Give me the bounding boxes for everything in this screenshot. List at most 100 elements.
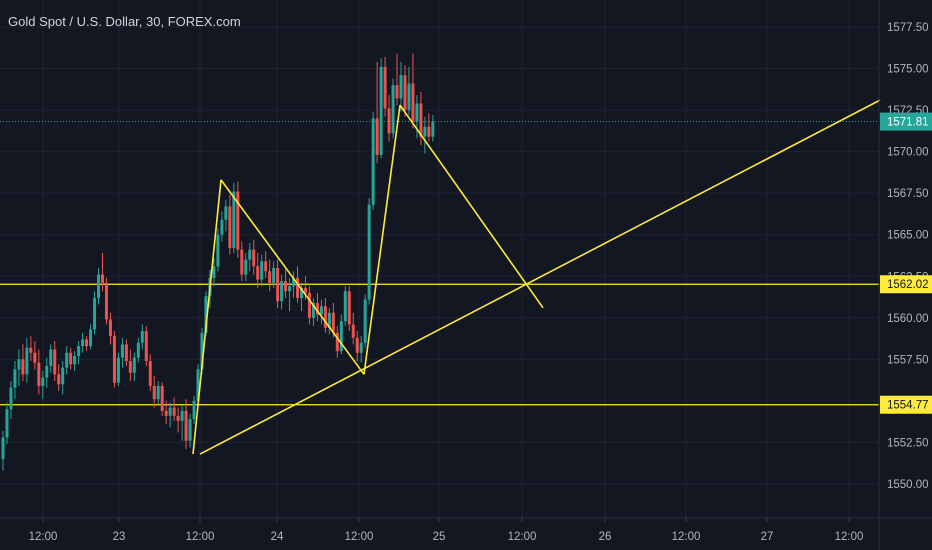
candle-body [256,266,260,280]
candle-body [335,332,339,352]
candle-body [327,312,331,328]
candle-body [359,342,363,353]
candle-body [9,387,13,410]
candle-body [21,359,25,375]
candle-body [300,287,303,298]
x-tick-label: 12:00 [345,531,374,543]
candle-body [37,362,41,386]
candle-body [363,299,367,343]
x-tick-label: 23 [113,531,126,543]
zigzag-3[interactable] [363,104,401,375]
y-tick-label: 1552.50 [887,437,929,449]
price-axis[interactable]: 1550.001552.501555.001557.501560.001562.… [887,22,929,491]
candle-body [307,292,311,318]
candle-body [200,332,204,370]
y-tick-label: 1577.50 [887,22,929,34]
candle-body [311,302,315,318]
candle-body [248,249,252,260]
y-tick-label: 1575.00 [887,64,929,76]
level-price-label-0: 1562.02 [887,279,929,291]
candle-body [33,352,37,363]
rising-trendline[interactable] [199,99,881,455]
candle-body [65,352,69,368]
candle-body [331,312,335,333]
candle-body [168,407,172,416]
candle-body [236,191,240,250]
y-tick-label: 1567.50 [887,188,929,200]
level-price-label-1-bg [880,395,932,414]
x-tick-label: 12:00 [672,531,701,543]
candle-body [268,271,272,283]
candle-body [77,346,81,357]
candle-body [371,118,375,205]
candle-body [276,267,280,302]
candle-body [284,281,288,292]
horizontal-lines [0,121,879,406]
level-price-label-0-bg [880,275,932,294]
y-tick-label: 1560.00 [887,313,929,325]
y-tick-label: 1565.00 [887,230,929,242]
candle-body [224,206,228,220]
candle-body [212,266,216,278]
candle-body [196,369,200,401]
candle-body [323,306,327,328]
candle-body [172,407,176,416]
candle-body [148,361,152,386]
x-tick-label: 26 [599,531,612,543]
chart-title: Gold Spot / U.S. Dollar, 30, FOREX.com [8,14,241,29]
candle-body [220,219,224,235]
last-price-label: 1571.81 [887,117,929,129]
y-tick-label: 1557.50 [887,354,929,366]
candle-body [431,121,435,137]
candle-body [69,352,73,365]
candle-body [61,367,65,385]
candle-body [280,281,284,302]
candle-body [240,249,244,275]
candle-body [93,297,97,330]
zigzag-4[interactable] [399,104,544,309]
candle-body [160,385,164,411]
candle-body [264,261,268,272]
candle-body [176,415,180,421]
grid-lines [0,0,879,518]
candle-body [415,103,419,122]
candle-body [319,306,323,315]
candle-body [339,321,343,352]
candle-body [124,344,128,362]
candle-body [403,75,407,111]
x-tick-label: 12:00 [835,531,864,543]
last-price-label-bg [880,112,932,131]
candle-body [303,287,307,293]
candle-body [25,347,29,375]
x-tick-label: 12:00 [186,531,215,543]
candle-body [367,204,371,300]
trend-lines[interactable] [192,99,881,455]
x-tick-label: 12:00 [508,531,537,543]
candle-body [351,324,355,338]
candle-body [53,349,57,375]
time-axis[interactable]: 12:00 23 12:00 24 12:00 25 12:00 26 12:00 27 12:00 [29,518,864,543]
candle-body [180,410,184,421]
zigzag-1[interactable] [192,179,222,455]
candle-body [391,85,395,134]
candle-body [5,409,9,438]
candlestick-series [1,53,435,471]
candle-body [347,291,351,325]
candle-body [407,83,411,111]
candle-body [136,342,140,358]
candle-body [112,336,116,383]
candle-body [57,374,61,385]
candle-body [41,377,45,386]
candle-body [188,419,192,441]
x-tick-label: 12:00 [29,531,58,543]
candle-body [29,347,33,353]
candle-body [156,385,160,400]
candle-body [192,400,196,420]
candle-body [427,126,431,137]
candle-body [144,331,148,362]
zigzag-2[interactable] [220,179,365,375]
candle-body [204,296,208,333]
y-tick-label: 1570.00 [887,147,929,159]
candle-body [315,302,319,315]
